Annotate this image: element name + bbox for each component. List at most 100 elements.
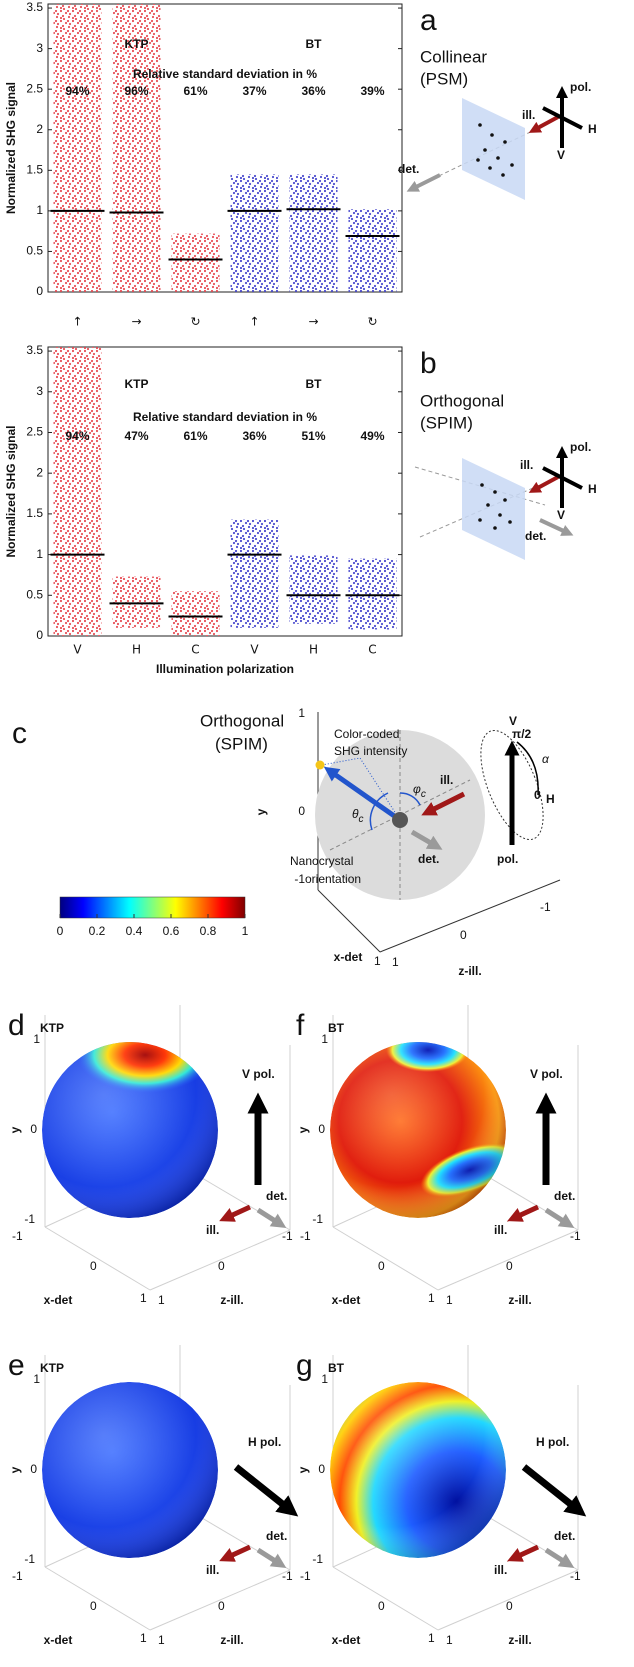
axis-label: y: [296, 1126, 310, 1133]
tick-label: 0: [90, 1259, 97, 1273]
tick-label: 1: [428, 1291, 435, 1305]
y-tick-label: 3: [36, 384, 43, 398]
tick-label: -1: [12, 1229, 23, 1243]
axis-label: z-ill.: [220, 1633, 243, 1647]
tick-label: 0: [378, 1259, 385, 1273]
colorbar-tick-label: 1: [242, 924, 249, 938]
tick-label: 1: [158, 1633, 165, 1647]
box-edge: [44, 1566, 151, 1631]
ill-arrow: [528, 475, 559, 493]
y-tick-label: 3.5: [26, 0, 43, 14]
rsd-label: 47%: [124, 429, 148, 443]
sphere-shading: [330, 1042, 506, 1218]
y-tick-label: 0.5: [26, 244, 43, 258]
angle-label: π/2: [512, 727, 532, 741]
pol-ellipse: [480, 729, 544, 841]
strip: [348, 558, 397, 630]
tick-label: -1: [300, 1229, 311, 1243]
x-tick-label: ↑: [72, 315, 82, 329]
rsd-label: 94%: [65, 429, 89, 443]
pol-label: H pol.: [536, 1435, 569, 1449]
rsd-label: 51%: [301, 429, 325, 443]
alpha-arc: [516, 741, 539, 796]
tick-label: 1: [446, 1293, 453, 1307]
axis-label: x-det: [44, 1293, 73, 1307]
tick-label: 1: [140, 1631, 147, 1645]
det-arrow: [410, 829, 443, 850]
pol-label: pol.: [570, 80, 591, 94]
colorbar-tick-label: 0: [57, 924, 64, 938]
tick-label: 1: [298, 706, 305, 720]
h-label: H: [588, 122, 597, 136]
tick-label: -1: [570, 1229, 581, 1243]
pol-label: V pol.: [530, 1067, 563, 1081]
nanocrystal: [392, 812, 408, 828]
sphere: [42, 1382, 218, 1558]
tick-label: 0: [460, 928, 467, 942]
tick-label: 0: [506, 1259, 513, 1273]
spim-diagram: det. ill. pol. H V: [414, 440, 597, 560]
ill-label: ill.: [520, 458, 533, 472]
tick-label: 0: [298, 804, 305, 818]
x-axis-label: Illumination polarization: [156, 662, 294, 676]
tick-label: 0: [218, 1599, 225, 1613]
det-label: det.: [266, 1189, 287, 1203]
tick-label: -1: [312, 1212, 323, 1226]
axis-label: y: [296, 1466, 310, 1473]
intensity-dot: [315, 760, 325, 770]
panel-title: Orthogonal: [420, 391, 504, 410]
series-label: BT: [306, 37, 323, 51]
strip: [289, 555, 338, 624]
sphere: [330, 1042, 506, 1218]
sphere-shading: [330, 1382, 506, 1558]
axis: [379, 879, 561, 953]
tick-label: 1: [321, 1032, 328, 1046]
figure-content: det. ill. pol. H V det. ill. pol. H V c …: [4, 0, 597, 1647]
material-label: KTP: [40, 1361, 64, 1375]
ill-arrow: [421, 791, 466, 816]
strip: [348, 209, 397, 292]
axis-label: x-det: [44, 1633, 73, 1647]
annotation: Relative standard deviation in %: [133, 410, 317, 424]
box-edge: [44, 1226, 151, 1291]
tick-label: -1: [300, 1569, 311, 1583]
orientation-label: Nanocrystal: [290, 854, 353, 868]
det-arrow: [539, 518, 574, 536]
det-label: det.: [554, 1529, 575, 1543]
rsd-label: 37%: [242, 84, 266, 98]
axis-label: x-det: [334, 950, 363, 964]
plane: [462, 458, 525, 560]
y-tick-label: 1.5: [26, 506, 43, 520]
tick-label: 1: [428, 1631, 435, 1645]
x-tick-label: ↑: [249, 315, 259, 329]
tick-label: -1: [570, 1569, 581, 1583]
det-label: det.: [266, 1529, 287, 1543]
box-edge: [437, 1569, 579, 1631]
projection: [320, 757, 401, 821]
rsd-label: 36%: [242, 429, 266, 443]
phi-arc: [399, 792, 421, 806]
panel-label: d: [8, 1009, 25, 1042]
axis-label: z-ill.: [458, 964, 481, 978]
tick-label: -1: [282, 1569, 293, 1583]
y-tick-label: 0: [36, 628, 43, 642]
x-tick-label: →: [308, 315, 318, 329]
tick-label: 0: [318, 1122, 325, 1136]
nanocrystals: [478, 483, 512, 530]
tick-label: -1: [24, 1212, 35, 1226]
v-label: V: [557, 508, 565, 522]
orientation-arrow: [323, 766, 402, 823]
panel-title: Collinear: [420, 47, 487, 66]
tick-label: -1: [294, 872, 305, 886]
series-label: BT: [306, 377, 323, 391]
tick-label: 0: [30, 1462, 37, 1476]
x-tick-label: ↻: [190, 315, 200, 329]
axis-label: z-ill.: [508, 1633, 531, 1647]
tick-label: -1: [12, 1569, 23, 1583]
intensity-label: SHG intensity: [334, 744, 407, 758]
pol-label: pol.: [497, 852, 518, 866]
det-label: det.: [554, 1189, 575, 1203]
sphere: [330, 1382, 506, 1558]
